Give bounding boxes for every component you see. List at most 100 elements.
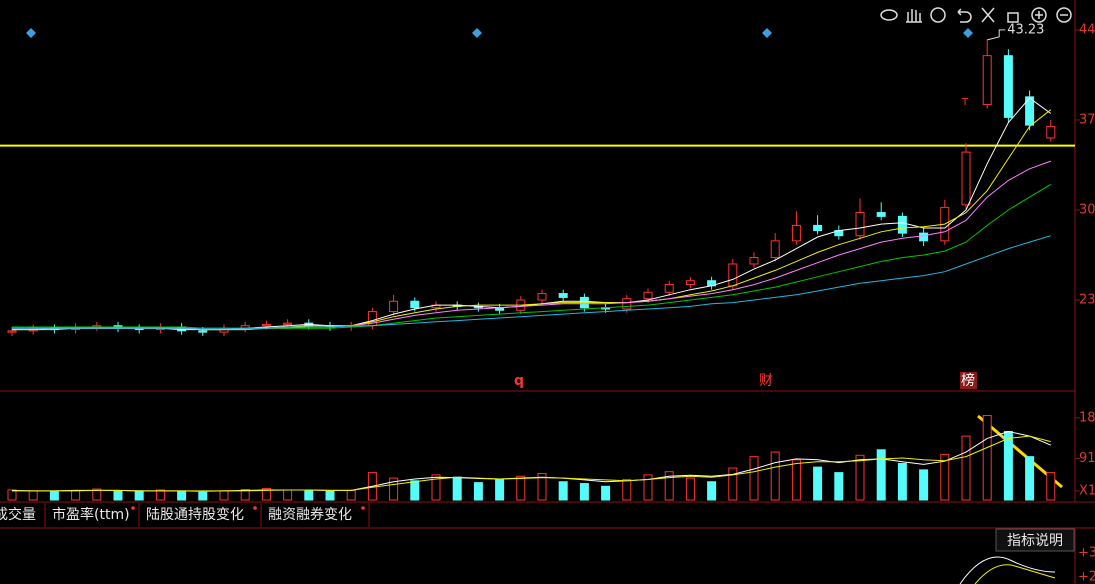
volume-bar	[240, 489, 250, 501]
y-tick-label: +2	[1078, 570, 1095, 584]
volume-bar	[113, 490, 123, 501]
volume-bar	[198, 491, 208, 501]
volume-bar	[664, 471, 674, 501]
ma-line	[12, 235, 1051, 329]
eye-icon[interactable]	[880, 9, 898, 21]
tab[interactable]: 成交量	[0, 506, 36, 523]
volume-bar	[961, 435, 971, 501]
zoom-out-icon[interactable]	[1056, 7, 1072, 23]
candle-body	[198, 330, 208, 333]
candle-body	[749, 257, 759, 265]
badge-bg	[960, 372, 977, 389]
candle-body	[283, 322, 293, 325]
volume-bar	[92, 488, 102, 501]
volume-bar	[1025, 456, 1035, 501]
volume-bar	[940, 453, 950, 501]
y-tick-label: 91	[1079, 451, 1095, 466]
volume-bar	[473, 482, 483, 501]
candle-body	[664, 284, 674, 293]
volume-bar	[346, 489, 356, 501]
volume-bar	[791, 459, 801, 501]
volume-bar	[177, 491, 187, 501]
candle-body	[876, 212, 886, 217]
volume-bar	[516, 475, 526, 501]
lock-icon[interactable]	[1007, 12, 1019, 23]
ma-line	[12, 109, 1052, 331]
candle-body	[685, 280, 695, 286]
button-label[interactable]: 指标说明	[1007, 533, 1063, 549]
candle-body	[791, 224, 801, 242]
volume-bar	[558, 481, 568, 501]
diamond[interactable]	[762, 28, 772, 38]
candle-body	[1003, 55, 1013, 118]
volume-bar	[325, 490, 335, 501]
max-label: 43.23	[1007, 22, 1044, 37]
candle-body	[770, 240, 780, 259]
volume-bar	[7, 489, 17, 501]
zoom-in-icon[interactable]	[1031, 7, 1047, 23]
candle-body	[728, 263, 738, 287]
volume-bar	[389, 477, 399, 501]
tab-dot	[253, 506, 257, 510]
candle-body	[558, 293, 568, 298]
volume-bar	[219, 490, 229, 501]
candle-body	[537, 293, 547, 301]
volume-bar	[749, 456, 759, 501]
volume-bar	[834, 472, 844, 501]
y-tick-label: 37	[1079, 112, 1095, 127]
volume-bar	[601, 485, 611, 501]
tab[interactable]: 陆股通持股变化	[146, 507, 244, 523]
candle-body	[982, 55, 992, 106]
tab-dot	[131, 506, 135, 510]
volume-ma	[12, 435, 1051, 492]
ma-line	[12, 97, 1052, 331]
volume-bar	[919, 469, 929, 501]
event-markers	[26, 28, 973, 38]
volume-bar	[770, 451, 780, 501]
y-tick-label: 18	[1079, 410, 1095, 425]
candle-body	[1046, 125, 1056, 139]
volume-bar	[134, 490, 144, 501]
volume-bar	[982, 415, 992, 501]
volume-bar	[876, 449, 886, 501]
y-tick-label: 23	[1079, 292, 1095, 307]
y-tick-label: X1	[1079, 483, 1095, 498]
volume-bar	[855, 454, 865, 501]
candle-body	[643, 291, 653, 300]
annotation[interactable]: 财	[759, 373, 773, 389]
annotation[interactable]: 榜	[961, 372, 975, 389]
undo-icon[interactable]	[957, 8, 972, 23]
y-tick-label: 44	[1079, 22, 1095, 37]
diamond[interactable]	[472, 28, 482, 38]
candle-body	[622, 298, 632, 310]
candle-body	[1025, 96, 1035, 126]
indicator-curve	[959, 556, 1056, 584]
candle-body	[897, 215, 907, 234]
volume-ma	[11, 430, 1051, 492]
volume-bar	[537, 473, 547, 501]
play-icon[interactable]	[930, 7, 946, 23]
volume-bar	[49, 491, 59, 501]
candle-body	[961, 151, 971, 206]
annotation[interactable]: q	[514, 373, 524, 389]
cut-icon[interactable]	[981, 7, 995, 23]
y-tick-label: 30	[1079, 202, 1095, 217]
tab[interactable]: 融资融券变化	[268, 507, 352, 523]
candle-body	[7, 330, 17, 333]
candle-body	[261, 323, 271, 327]
candle-body	[389, 300, 399, 313]
tab[interactable]: 市盈率(ttm)	[52, 506, 130, 523]
volume-bar	[155, 489, 165, 501]
indicator-button[interactable]	[995, 528, 1075, 552]
max-pointer	[987, 29, 1006, 41]
diamond[interactable]	[26, 28, 36, 38]
diamond[interactable]	[963, 28, 973, 38]
hand-icon[interactable]	[906, 9, 922, 23]
volume-bar	[1046, 472, 1056, 501]
volume-bar	[579, 483, 589, 501]
volume-bar	[261, 488, 271, 501]
volume-bar	[410, 480, 420, 501]
candle-body	[219, 327, 229, 333]
